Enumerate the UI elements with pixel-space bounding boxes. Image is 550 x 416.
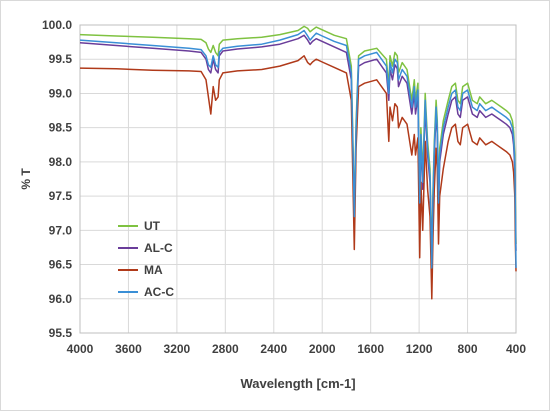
y-tick-label: 98.0: [49, 155, 73, 169]
y-tick-label: 97.5: [49, 189, 73, 203]
x-tick-label: 4000: [67, 342, 94, 356]
x-tick-label: 2400: [260, 342, 287, 356]
legend-label-ma: MA: [144, 263, 163, 277]
x-tick-label: 2000: [309, 342, 336, 356]
legend-label-ut: UT: [144, 219, 161, 233]
legend-label-al-c: AL-C: [144, 241, 173, 255]
x-axis-label: Wavelength [cm-1]: [240, 376, 355, 391]
y-axis-label: % T: [19, 168, 33, 190]
series-lines: [79, 25, 517, 300]
y-tick-label: 98.5: [49, 121, 73, 135]
x-tick-label: 3200: [164, 342, 191, 356]
y-tick-label: 96.5: [49, 258, 73, 272]
x-tick-label: 400: [506, 342, 526, 356]
y-tick-label: 99.5: [49, 52, 73, 66]
y-tick-label: 100.0: [42, 18, 72, 32]
y-tick-label: 95.5: [49, 326, 73, 340]
series-line-ac-c: [79, 29, 517, 269]
x-tick-label: 3600: [115, 342, 142, 356]
y-tick-label: 96.0: [49, 292, 73, 306]
plot-area-border: [79, 24, 517, 334]
legend-label-ac-c: AC-C: [144, 285, 174, 299]
x-tick-label: 1600: [357, 342, 384, 356]
x-tick-labels: 4000 3600 3200 2800 2400 2000 1600 1200 800 400: [67, 342, 527, 356]
legend: UT AL-C MA AC-C: [118, 219, 174, 299]
x-tick-label: 1200: [406, 342, 433, 356]
x-tick-label: 800: [458, 342, 478, 356]
y-tick-labels: 95.5 96.0 96.5 97.0 97.5 98.0 98.5 99.0 99.5 100.…: [42, 18, 72, 340]
series-line-ut: [79, 25, 517, 259]
y-tick-label: 97.0: [49, 223, 73, 237]
plot-border: [79, 24, 517, 334]
y-tick-label: 99.0: [49, 86, 73, 100]
series-line-al-c: [79, 34, 517, 266]
x-tick-label: 2800: [212, 342, 239, 356]
series-line-ma: [79, 55, 517, 300]
